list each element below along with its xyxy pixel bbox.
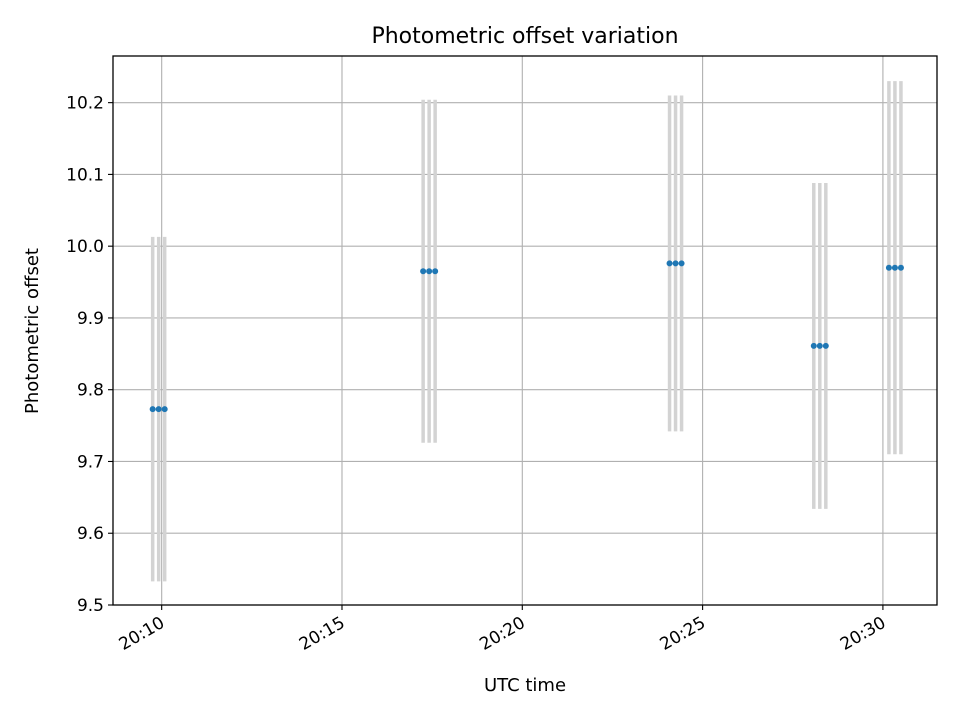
data-point [666,260,673,267]
data-point [672,260,679,267]
y-tick-label: 9.8 [77,381,104,401]
data-points [149,260,904,413]
data-point [149,406,156,413]
data-point [897,264,904,271]
data-point [161,406,168,413]
x-axis-label: UTC time [484,675,566,696]
data-point [816,342,823,349]
y-axis-label: Photometric offset [22,248,43,414]
y-tick-label: 9.5 [77,596,104,616]
data-point [891,264,898,271]
data-point [426,268,433,275]
data-point [155,406,162,413]
data-point [432,268,439,275]
data-point [678,260,685,267]
y-tick-label: 9.9 [77,309,104,329]
y-tick-label: 10.2 [66,94,104,114]
plot-area-frame [112,55,938,606]
data-point [810,342,817,349]
data-point [885,264,892,271]
data-point [420,268,427,275]
chart-title: Photometric offset variation [371,24,678,49]
data-point [822,342,829,349]
y-tick-label: 10.1 [66,165,104,185]
y-tick-label: 9.6 [77,524,104,544]
y-tick-label: 9.7 [77,452,104,472]
y-axis-ticks: 9.5 9.6 9.7 9.8 9.9 10.0 10.1 10.2 [66,94,113,616]
y-tick-label: 10.0 [66,237,104,257]
